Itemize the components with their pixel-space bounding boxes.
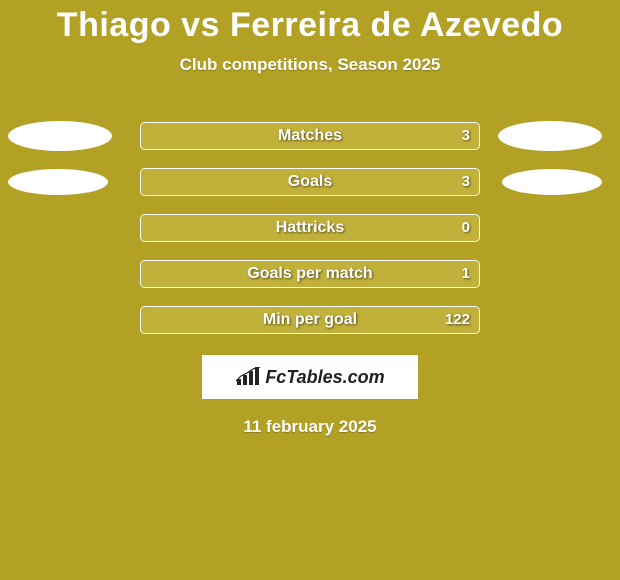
player-left-avatar	[8, 121, 112, 151]
page-title: Thiago vs Ferreira de Azevedo	[0, 0, 620, 45]
player-left-avatar	[8, 169, 108, 195]
stat-bar-fill	[141, 215, 479, 241]
player-right-avatar	[498, 121, 602, 151]
stat-bar-fill	[141, 123, 479, 149]
stat-bar-fill	[141, 307, 479, 333]
stat-row: Hattricks0	[0, 205, 620, 251]
brand-chart-icon	[235, 367, 261, 387]
stat-bar-track	[140, 214, 480, 242]
footer-date: 11 february 2025	[0, 417, 620, 437]
stat-bar-fill	[141, 261, 479, 287]
stat-bar-fill	[141, 169, 479, 195]
stat-bar-track	[140, 260, 480, 288]
stat-bar-track	[140, 168, 480, 196]
stat-row: Min per goal122	[0, 297, 620, 343]
player-right-avatar	[502, 169, 602, 195]
stat-bar-track	[140, 306, 480, 334]
stat-row: Matches3	[0, 113, 620, 159]
subtitle: Club competitions, Season 2025	[0, 55, 620, 75]
stat-row: Goals3	[0, 159, 620, 205]
stat-bar-track	[140, 122, 480, 150]
stat-row: Goals per match1	[0, 251, 620, 297]
brand-badge[interactable]: FcTables.com	[202, 355, 418, 399]
comparison-chart: Matches3Goals3Hattricks0Goals per match1…	[0, 113, 620, 343]
brand-label: FcTables.com	[265, 367, 384, 388]
